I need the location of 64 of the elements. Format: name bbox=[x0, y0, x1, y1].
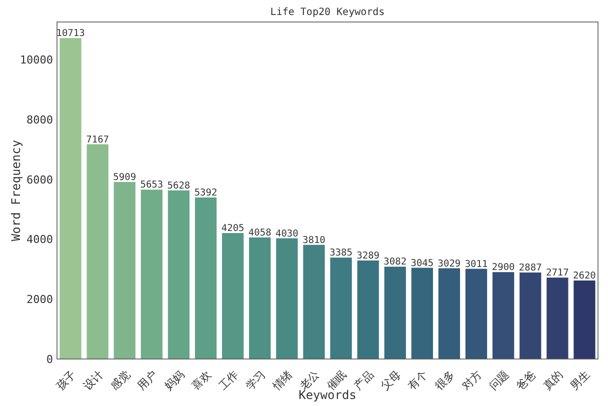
bar bbox=[194, 197, 217, 359]
x-tick-label: 用户 bbox=[135, 368, 160, 393]
chart-title: Life Top20 Keywords bbox=[270, 7, 385, 18]
x-tick-label: 设计 bbox=[80, 368, 106, 393]
x-tick-label: 男生 bbox=[568, 368, 593, 393]
y-tick-label: 10000 bbox=[20, 53, 53, 66]
bar bbox=[438, 268, 460, 359]
y-tick-label: 2000 bbox=[26, 293, 53, 306]
bar bbox=[222, 233, 244, 359]
x-tick-label: 很多 bbox=[432, 368, 458, 393]
data-label: 4058 bbox=[248, 227, 272, 238]
data-label: 3082 bbox=[384, 256, 407, 268]
data-label: 3045 bbox=[410, 258, 434, 269]
data-label: 4030 bbox=[275, 228, 299, 240]
x-tick-label: 工作 bbox=[216, 368, 241, 393]
bar bbox=[60, 38, 82, 359]
bar bbox=[140, 190, 162, 359]
data-label: 3011 bbox=[464, 258, 488, 270]
x-tick-label: 问题 bbox=[486, 368, 512, 393]
x-tick-label: 喜欢 bbox=[189, 368, 214, 393]
data-label: 5653 bbox=[140, 180, 164, 191]
x-tick-label: 有个 bbox=[406, 368, 430, 393]
bar bbox=[276, 238, 298, 359]
data-label: 3385 bbox=[330, 248, 352, 259]
x-tick-label: 真的 bbox=[540, 368, 566, 393]
bar bbox=[168, 190, 190, 359]
y-tick-label: 6000 bbox=[26, 173, 53, 186]
bar bbox=[492, 272, 514, 359]
x-tick-label: 学习 bbox=[243, 368, 268, 393]
bar bbox=[411, 268, 433, 359]
x-tick-label: 爸爸 bbox=[514, 368, 538, 393]
x-tick-label: 父母 bbox=[378, 368, 404, 393]
bar bbox=[249, 237, 271, 359]
y-axis-title: Word Frequency bbox=[9, 140, 23, 242]
bar bbox=[330, 258, 352, 359]
bar bbox=[86, 144, 108, 359]
data-label: 4205 bbox=[221, 223, 244, 234]
data-label: 2887 bbox=[518, 262, 542, 274]
bar bbox=[546, 278, 568, 359]
data-label: 3810 bbox=[302, 234, 326, 246]
data-label: 2717 bbox=[546, 268, 569, 279]
x-tick-label: 妈妈 bbox=[162, 368, 187, 393]
x-tick-label: 情绪 bbox=[270, 368, 296, 394]
bar bbox=[574, 280, 596, 359]
data-label: 2620 bbox=[573, 270, 596, 282]
data-label: 5628 bbox=[167, 180, 190, 192]
y-tick-label: 0 bbox=[46, 353, 53, 366]
x-tick-label: 孩子 bbox=[54, 368, 79, 393]
bar bbox=[114, 182, 136, 359]
x-tick-label: 对方 bbox=[460, 368, 484, 393]
data-label: 3289 bbox=[356, 250, 380, 262]
data-label: 5392 bbox=[194, 187, 218, 198]
y-tick-label: 8000 bbox=[26, 113, 53, 126]
bar bbox=[384, 266, 406, 359]
y-tick-label: 4000 bbox=[26, 233, 53, 246]
data-label: 5909 bbox=[113, 172, 136, 183]
bar bbox=[465, 268, 488, 359]
bar bbox=[303, 244, 325, 359]
x-tick-label: 感觉 bbox=[108, 368, 133, 393]
data-label: 7167 bbox=[86, 134, 110, 146]
bar bbox=[520, 272, 542, 359]
data-label: 2900 bbox=[492, 262, 516, 274]
bar bbox=[357, 260, 379, 359]
data-label: 3029 bbox=[438, 258, 461, 270]
